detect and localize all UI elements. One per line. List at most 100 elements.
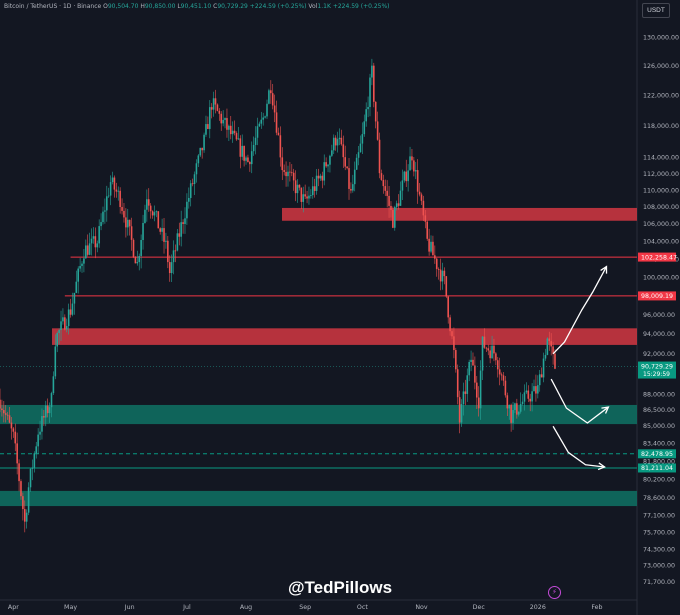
price-label-text: 98,009.19 <box>641 293 673 300</box>
candle-body <box>449 317 451 332</box>
candle-body <box>338 137 341 140</box>
symbol-name: Bitcoin / TetherUS · 1D · Binance <box>4 3 102 10</box>
candle-body <box>0 399 1 409</box>
candle-body <box>138 256 141 263</box>
y-tick-label: 86,500.00 <box>643 407 675 414</box>
candle-body <box>210 107 213 110</box>
y-tick-label: 100,000.00 <box>643 275 679 282</box>
candle-body <box>521 401 524 405</box>
candle-body <box>58 330 60 334</box>
y-tick-label: 112,000.00 <box>643 171 679 178</box>
volume-label: Vol <box>308 3 318 10</box>
candle-body <box>136 262 139 264</box>
candle-body <box>18 463 20 482</box>
x-tick-label: 2026 <box>530 604 546 611</box>
y-tick-label: 85,000.00 <box>643 423 675 430</box>
candle-body <box>531 391 533 402</box>
candle-body <box>212 98 215 110</box>
price-label-box <box>638 463 676 473</box>
candle-body <box>355 157 358 170</box>
candle-body <box>519 404 522 412</box>
candle-body <box>331 150 333 156</box>
candle-body <box>392 209 394 228</box>
candle-body <box>235 133 238 140</box>
candle-body <box>62 317 64 322</box>
candle-body <box>313 186 316 191</box>
y-tick-label: 88,000.00 <box>643 392 675 399</box>
candle-body <box>231 130 234 135</box>
candle-body <box>289 171 291 173</box>
candle-body <box>241 145 244 157</box>
candle-body <box>373 65 375 102</box>
candle-body <box>350 188 352 191</box>
candle-body <box>20 481 22 497</box>
candle-body <box>25 512 28 522</box>
candle-body <box>98 226 100 244</box>
candle-body <box>413 160 415 172</box>
candle-body <box>266 103 268 117</box>
candle-body <box>258 123 261 127</box>
candle-body <box>455 350 457 370</box>
change-value: +224.59 (+0.25%) <box>249 3 307 10</box>
candle-body <box>14 431 17 444</box>
arrow-head-icon <box>600 265 608 274</box>
candle-body <box>353 169 356 185</box>
candle-body <box>529 398 531 402</box>
currency-button[interactable]: USDT <box>642 3 670 18</box>
candle-body <box>395 203 398 208</box>
price-label-box <box>638 252 676 262</box>
y-tick-label: 126,000.00 <box>643 63 679 70</box>
candle-body <box>434 255 436 259</box>
x-tick-label: Sep <box>299 604 311 611</box>
candle-body <box>43 416 45 418</box>
lightning-icon[interactable]: ⚡ <box>548 586 561 599</box>
candle-body <box>535 386 537 394</box>
candle-body <box>92 236 95 239</box>
candle-body <box>107 195 110 197</box>
candle-body <box>447 296 449 318</box>
candle-body <box>481 336 484 371</box>
candle-body <box>172 250 175 263</box>
candle-body <box>369 77 371 107</box>
scenario-arrow-bearish-bounce <box>550 378 609 424</box>
candle-body <box>430 241 432 252</box>
y-tick-label: 96,000.00 <box>643 312 675 319</box>
candle-body <box>409 156 411 171</box>
x-tick-label: May <box>64 604 77 611</box>
candle-body <box>180 222 182 237</box>
candle-body <box>363 121 366 135</box>
candle-body <box>352 184 354 191</box>
resistance-zone <box>282 207 637 221</box>
candle-body <box>161 228 163 232</box>
candle-body <box>67 309 70 327</box>
high-label: H <box>140 3 145 10</box>
volume-change-value: +224.59 (+0.25%) <box>332 3 390 10</box>
author-watermark: @TedPillows <box>287 578 393 597</box>
candle-body <box>508 404 511 409</box>
candle-body <box>380 173 383 180</box>
candle-body <box>437 268 440 270</box>
candle-body <box>537 385 539 394</box>
candle-body <box>287 171 289 177</box>
y-tick-label: 80,200.00 <box>643 476 675 483</box>
candle-body <box>453 336 455 351</box>
candle-body <box>342 144 345 158</box>
candle-body <box>270 90 272 94</box>
candle-body <box>435 258 438 269</box>
candle-body <box>69 309 72 315</box>
candle-body <box>548 338 551 342</box>
candle-body <box>249 161 251 165</box>
candle-body <box>214 98 217 105</box>
candle-body <box>81 263 83 266</box>
candle-body <box>130 226 133 240</box>
candle-body <box>193 174 196 185</box>
low-label: L <box>177 3 181 10</box>
candle-body <box>479 370 482 409</box>
y-tick-label: 94,000.00 <box>643 331 675 338</box>
close-value: 90,729.29 <box>217 3 248 10</box>
candle-body <box>22 496 24 510</box>
candle-body <box>149 205 152 212</box>
candle-body <box>4 413 7 415</box>
candle-body <box>422 200 425 216</box>
